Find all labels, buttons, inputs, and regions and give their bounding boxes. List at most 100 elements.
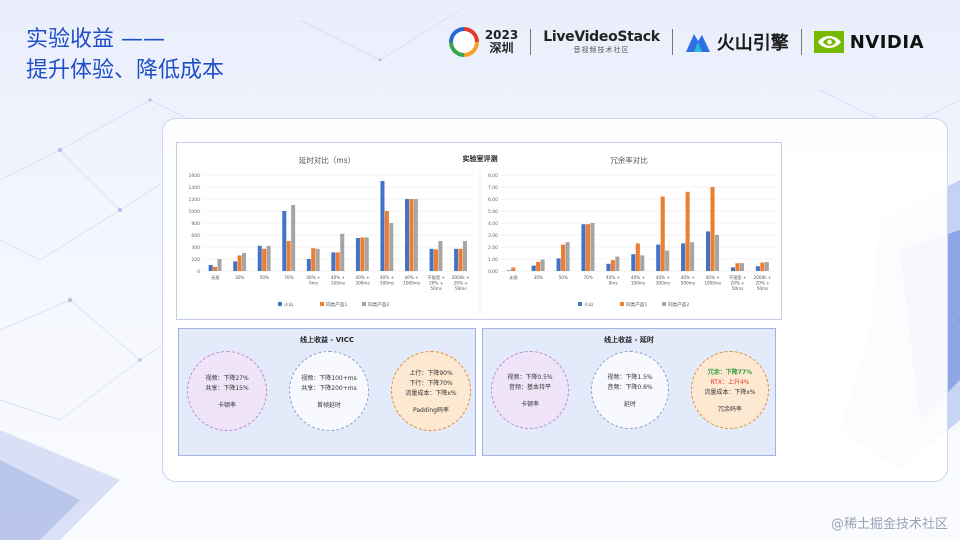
vicc-padding-up: 上行：下降90%	[409, 369, 453, 377]
chart-0-legend-swatch	[278, 302, 282, 306]
chart-1-title: 冗余率对比	[610, 155, 648, 165]
vicc-first-frame-video: 视频：下降100+ms	[301, 374, 357, 382]
chart-0-bar	[429, 248, 434, 271]
latency-benefit-card: 线上收益 - 延时 视频：下降0.5% 音频：基本持平 卡顿率 视频：下降1.5…	[482, 328, 776, 456]
lvs-circle-icon	[448, 27, 479, 57]
lvs-2023-logo: 2023 深圳	[448, 27, 518, 57]
chart-1-ytick-label: 3.00	[488, 233, 498, 239]
chart-1-bar	[665, 250, 670, 271]
chart-1-legend-swatch	[620, 302, 624, 306]
chart-1-bar	[755, 266, 760, 271]
chart-1-bar	[739, 263, 744, 271]
latency-stall-video: 视频：下降0.5%	[507, 373, 553, 381]
chart-0-bar	[389, 223, 394, 271]
chart-0-bar	[311, 248, 316, 271]
chart-0-ytick-label: 600	[191, 233, 200, 239]
chart-1-bar	[581, 224, 586, 271]
chart-0-bar	[413, 199, 418, 271]
slide-title-line2: 提升体验、降低成本	[26, 58, 225, 83]
latency-redundancy-circle: 冗余：下降77% RTX：上升4% 流量成本：下降x% 冗余码率	[691, 351, 769, 429]
chart-0-title: 延时对比（ms）	[299, 155, 355, 165]
vicc-stall-video: 视频：下降27%	[205, 374, 249, 382]
chart-0-ytick-label: 400	[191, 245, 200, 251]
chart-1-category-label: 40% +500ms	[681, 275, 696, 286]
chart-0-ytick-label: 800	[191, 221, 200, 227]
sponsor-logos: 2023 深圳 LiveVideoStack 音视频技术社区 火山引擎	[448, 22, 924, 62]
chart-0-bar	[208, 265, 213, 271]
logo-divider	[671, 29, 673, 55]
livevideostack-subtitle: 音视频技术社区	[573, 46, 630, 54]
latency-redundancy-values: 冗余：下降77% RTX：上升4% 流量成本：下降x%	[704, 368, 755, 398]
chart-1-category-label: 无损	[509, 274, 518, 281]
chart-1-bar	[561, 244, 566, 271]
latency-stall-rate-circle: 视频：下降0.5% 音频：基本持平 卡顿率	[491, 351, 569, 429]
chart-0-category-label: 50%	[260, 275, 269, 280]
chart-1-bar	[536, 262, 541, 271]
chart-1-category-label: 40% +100ms	[631, 275, 646, 286]
nvidia-name: NVIDIA	[849, 31, 924, 53]
chart-0-ytick-label: 200	[191, 257, 200, 263]
chart-0-bar	[355, 238, 360, 271]
nvidia-logo: NVIDIA	[813, 31, 924, 53]
chart-1-bar	[585, 224, 591, 271]
chart-1-ytick-label: 1.00	[488, 257, 498, 263]
vicc-stall-rate-circle: 视频：下降27% 共享：下降15% 卡顿率	[187, 351, 267, 431]
latency-redundancy-drop: 冗余：下降77%	[707, 368, 753, 376]
chart-1-legend-label: 同类产品1	[626, 301, 647, 308]
chart-0-category-label: 70%	[284, 275, 293, 280]
chart-1-bar	[714, 235, 720, 271]
volcano-engine-name: 火山引擎	[716, 33, 789, 54]
chart-1-category-label: 40% +300ms	[656, 275, 671, 286]
chart-0-legend-label: 同类产品1	[326, 301, 347, 308]
chart-1-category-label: 40% +1000ms	[704, 275, 721, 286]
chart-1-bar	[685, 191, 690, 271]
chart-1-ytick-label: 6.00	[488, 197, 498, 203]
chart-0-bar	[217, 259, 222, 271]
chart-1-bar	[764, 262, 769, 271]
chart-0-ytick-label: 0	[197, 269, 200, 275]
chart-0-legend-swatch	[362, 302, 366, 306]
chart-1-bar	[735, 263, 740, 271]
chart-0-category-label: 不限宽 +20% +50ms	[427, 274, 445, 291]
chart-1-bar	[606, 263, 611, 271]
chart-0-bar	[282, 211, 287, 271]
vicc-stall-share: 共享：下降15%	[205, 384, 249, 392]
chart-0-legend-label: 同类产品2	[368, 301, 389, 308]
chart-1-bar	[681, 243, 686, 271]
chart-0-bar	[454, 248, 459, 271]
chart-1-bar	[635, 243, 640, 271]
chart-0-bar	[409, 199, 414, 271]
chart-0-bar	[286, 241, 291, 271]
vicc-first-frame-share: 共享：下降200+ms	[301, 384, 357, 392]
chart-1-legend-swatch	[578, 302, 582, 306]
chart-0-category-label: 40% +100ms	[331, 275, 346, 286]
chart-0-category-label: 40% +1000ms	[403, 275, 420, 286]
logo-divider	[800, 29, 802, 55]
chart-0-bar	[405, 199, 410, 271]
chart-1-category-label: 30%	[534, 275, 543, 280]
chart-0-bar	[458, 248, 463, 271]
latency-delay-caption: 延时	[623, 400, 636, 408]
chart-0-ytick-label: 1600	[189, 173, 201, 179]
chart-1-category-label: 50%	[559, 275, 568, 280]
chart-1-category-label: 不限宽 +20% +50ms	[729, 274, 747, 291]
latency-traffic-cost: 流量成本：下降x%	[704, 388, 756, 396]
chart-0-bar	[213, 266, 218, 271]
vicc-padding-down: 下行：下降70%	[409, 379, 453, 387]
chart-0-bar	[340, 233, 345, 271]
latency-stall-audio: 音频：基本持平	[508, 383, 551, 391]
chart-1-ytick-label: 2.00	[488, 245, 498, 251]
chart-0-category-label: 30%	[235, 275, 244, 280]
chart-0-bar	[262, 248, 267, 271]
chart-1-ytick-label: 0.00	[488, 269, 498, 275]
chart-0-ytick-label: 1400	[189, 185, 201, 191]
chart-0-bar	[380, 181, 385, 271]
chart-0-category-label: 无损	[211, 274, 220, 281]
logo-divider	[530, 29, 532, 55]
chart-0-category-label: 2000k +20% +50ms	[452, 275, 470, 291]
latency-delay-video: 视频：下降1.5%	[607, 373, 653, 381]
chart-0-bar	[257, 245, 262, 271]
latency-card-title: 线上收益 - 延时	[604, 336, 654, 344]
chart-1-bar	[690, 242, 695, 271]
